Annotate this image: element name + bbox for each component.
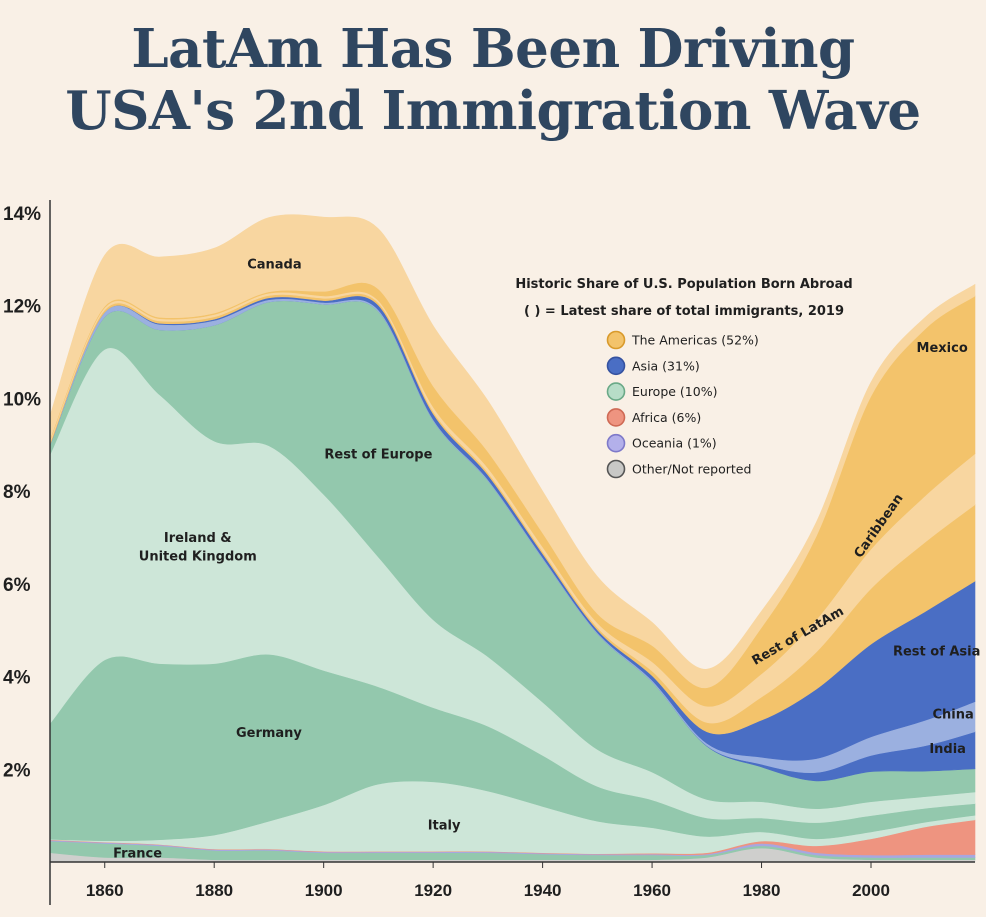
legend-swatch-the-americas-52 [606, 330, 626, 350]
y-tick-label: 2% [3, 760, 31, 781]
legend-subtitle: ( ) = Latest share of total immigrants, … [524, 304, 844, 319]
y-tick-label: 12% [3, 297, 41, 318]
y-tick-label: 10% [3, 389, 41, 410]
legend-swatch-africa-6 [606, 408, 626, 427]
legend-swatch-asia-31 [606, 356, 626, 376]
legend-label-asia-31: Asia (31%) [632, 358, 700, 373]
y-tick-label: 14% [3, 204, 41, 225]
chart-title-line-2: USA's 2nd Immigration Wave [65, 80, 921, 142]
region-label-france: France [113, 846, 162, 861]
area-layers [49, 214, 976, 863]
x-tick-label: 1960 [633, 881, 671, 900]
region-label-mexico: Mexico [917, 341, 968, 356]
legend-label-other-not-reported: Other/Not reported [632, 462, 751, 477]
region-label-ireland-and: Ireland & [164, 531, 232, 546]
legend-label-europe-10: Europe (10%) [632, 384, 717, 399]
x-tick-label: 1940 [524, 881, 562, 900]
region-label-united-kingdom: United Kingdom [139, 550, 257, 565]
x-tick-label: 1900 [305, 881, 343, 900]
region-label-italy: Italy [428, 819, 461, 834]
x-tick-label: 1920 [414, 881, 452, 900]
region-label-rest-of-europe: Rest of Europe [324, 448, 432, 463]
region-label-india: India [929, 742, 966, 757]
region-label-canada: Canada [247, 258, 301, 273]
region-label-china: China [932, 707, 973, 722]
legend-swatch-oceania-1 [606, 433, 626, 453]
legend-label-africa-6: Africa (6%) [632, 410, 701, 425]
x-tick-label: 1980 [743, 881, 781, 900]
region-label-germany: Germany [236, 726, 302, 741]
region-label-rest-of-asia: Rest of Asia [893, 645, 980, 660]
y-tick-label: 4% [3, 668, 31, 689]
x-tick-label: 1880 [195, 881, 233, 900]
y-tick-label: 8% [3, 482, 31, 503]
y-tick-label: 6% [3, 575, 31, 596]
area-canada [49, 214, 976, 689]
legend-swatch-europe-10 [606, 382, 626, 401]
legend-label-the-americas-52: The Americas (52%) [631, 333, 759, 348]
legend: Historic Share of U.S. Population Born A… [515, 277, 853, 479]
legend-label-oceania-1: Oceania (1%) [632, 436, 717, 451]
chart-title-line-1: LatAm Has Been Driving [131, 18, 855, 80]
x-tick-label: 2000 [852, 881, 890, 900]
x-tick-label: 1860 [86, 881, 124, 900]
legend-swatch-other-not-reported [606, 459, 626, 479]
legend-title: Historic Share of U.S. Population Born A… [515, 277, 852, 292]
axes: 14% 12% 10% 8% 6% 4% 2% 1860 1880 1900 1920 1940 196… [3, 200, 975, 905]
